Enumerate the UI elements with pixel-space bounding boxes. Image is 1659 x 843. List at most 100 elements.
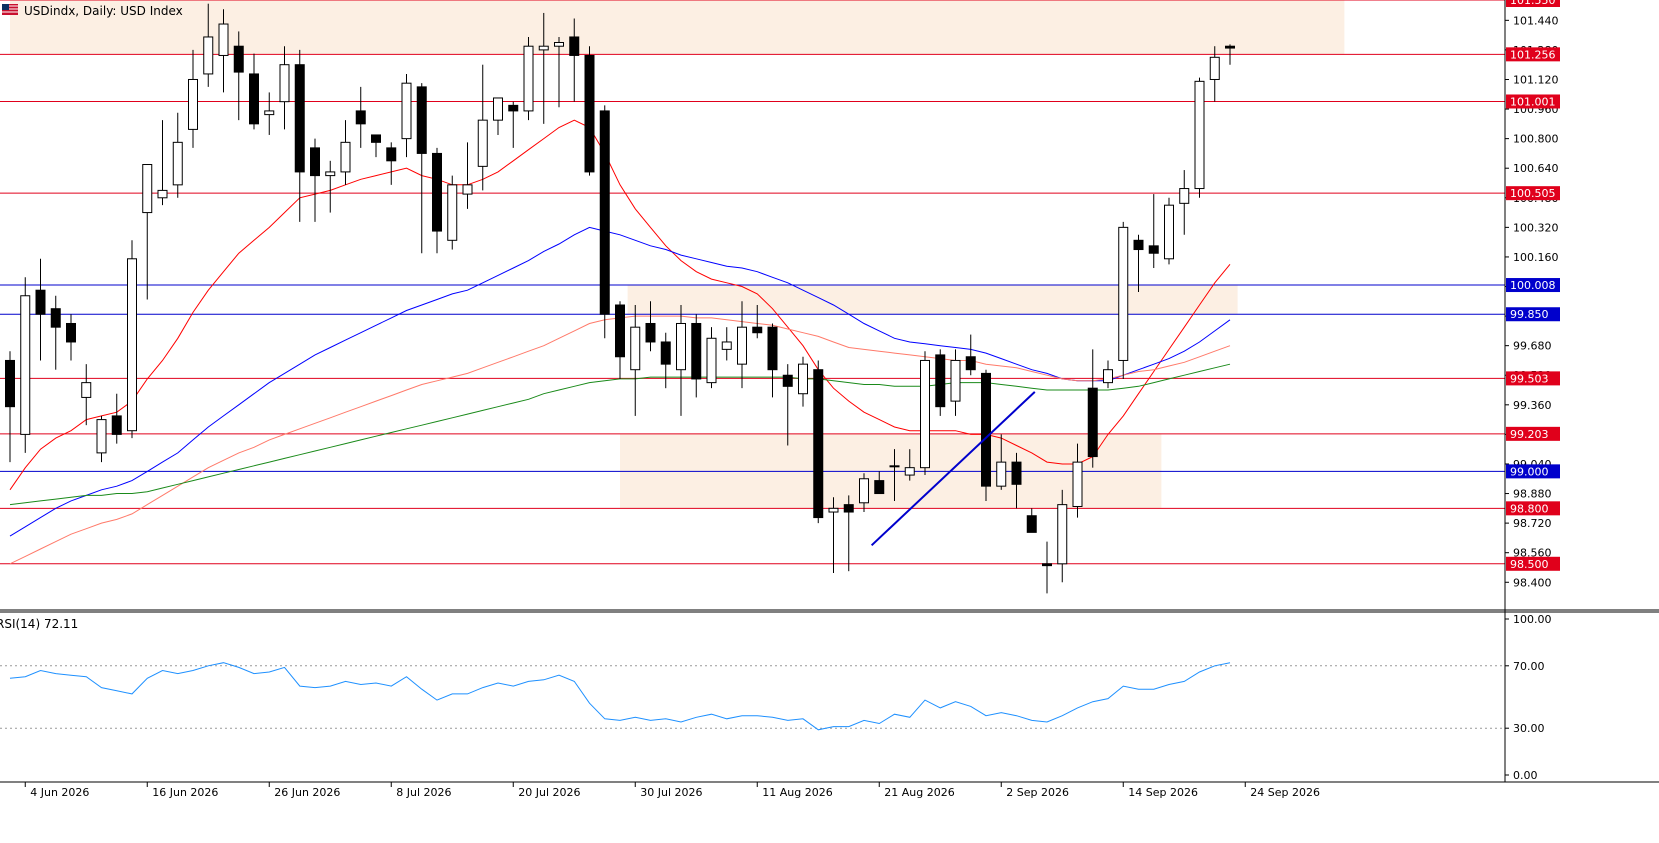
candle-body[interactable] (538, 45, 549, 51)
candle-body[interactable] (569, 36, 580, 56)
candle-body[interactable] (965, 356, 976, 371)
candle-body[interactable] (142, 164, 153, 214)
candle-body[interactable] (950, 359, 961, 402)
candle-body[interactable] (1118, 226, 1129, 361)
candle-body[interactable] (50, 308, 61, 328)
candle-body[interactable] (767, 326, 778, 371)
candle-body[interactable] (203, 36, 214, 75)
candle-body[interactable] (66, 322, 76, 343)
candle-body[interactable] (508, 104, 519, 112)
x-tick-label: 11 Aug 2026 (762, 786, 832, 799)
y-tick-label: 99.360 (1513, 399, 1552, 412)
candle-body[interactable] (1225, 45, 1235, 49)
candle-body[interactable] (279, 64, 290, 103)
candle-body[interactable] (340, 141, 351, 173)
candle-body[interactable] (81, 382, 92, 398)
candle-body[interactable] (127, 258, 137, 432)
candle-body[interactable] (447, 184, 458, 241)
candle-body[interactable] (188, 78, 198, 130)
candle-body[interactable] (660, 341, 671, 365)
candle-body[interactable] (859, 478, 869, 504)
rsi-y-tick-label: 100.00 (1513, 613, 1552, 626)
candle-body[interactable] (1072, 461, 1083, 507)
candle-body[interactable] (432, 152, 442, 232)
candle-body[interactable] (904, 467, 915, 476)
candle-body[interactable] (264, 110, 275, 116)
candle-body[interactable] (1042, 563, 1052, 567)
candle-body[interactable] (1179, 188, 1190, 204)
candle-body[interactable] (782, 374, 793, 387)
candle-body[interactable] (599, 110, 610, 315)
frames-layer (0, 0, 1659, 783)
candle-body[interactable] (157, 189, 168, 199)
candle-body[interactable] (706, 337, 717, 384)
candle-body[interactable] (416, 86, 427, 154)
candle-body[interactable] (386, 147, 397, 162)
candle-body[interactable] (737, 326, 747, 365)
candle-body[interactable] (645, 322, 656, 343)
candle-body[interactable] (676, 322, 686, 371)
candle-body[interactable] (294, 64, 305, 173)
candle-body[interactable] (874, 480, 885, 495)
candle-body[interactable] (249, 73, 259, 125)
candle-body[interactable] (35, 289, 46, 315)
candle-body[interactable] (920, 359, 930, 469)
candle-body[interactable] (371, 134, 381, 143)
trendline[interactable] (870, 391, 1036, 547)
candle-body[interactable] (798, 363, 808, 395)
candle-body[interactable] (554, 42, 564, 47)
candle-body[interactable] (630, 326, 641, 371)
candle-body[interactable] (889, 465, 900, 468)
candle-body[interactable] (355, 110, 366, 125)
candle-body[interactable] (691, 322, 702, 380)
candle-body[interactable] (1194, 80, 1205, 190)
candle-body[interactable] (477, 119, 488, 167)
candle-body[interactable] (843, 504, 854, 513)
candle-body[interactable] (218, 23, 229, 56)
candle-body[interactable] (1087, 387, 1098, 458)
candle-body[interactable] (111, 415, 122, 435)
level-label-box (1506, 47, 1560, 62)
candle-body[interactable] (1103, 369, 1113, 384)
candle-body[interactable] (981, 372, 991, 487)
candle-body[interactable] (233, 45, 244, 73)
candle-body[interactable] (20, 295, 31, 435)
candles-layer[interactable] (5, 3, 1235, 594)
candle-body[interactable] (584, 54, 595, 173)
x-tick-label: 8 Jul 2026 (396, 786, 451, 799)
candle-body[interactable] (813, 369, 824, 519)
level-label: 99.850 (1510, 308, 1549, 321)
candle-body[interactable] (523, 45, 534, 112)
candle-body[interactable] (1026, 515, 1037, 533)
trendline-layer[interactable] (870, 391, 1036, 547)
candle-body[interactable] (5, 359, 15, 408)
candle-body[interactable] (996, 461, 1007, 487)
candle-body[interactable] (493, 97, 503, 121)
x-tick-label: 16 Jun 2026 (152, 786, 218, 799)
x-tick-label: 4 Jun 2026 (30, 786, 89, 799)
candle-body[interactable] (752, 326, 763, 334)
candle-body[interactable] (935, 354, 946, 408)
candle-body[interactable] (1133, 239, 1144, 251)
candle-body[interactable] (828, 507, 839, 513)
candle-body[interactable] (1164, 204, 1174, 260)
y-tick-label: 98.880 (1513, 488, 1552, 501)
candle-body[interactable] (310, 147, 320, 177)
candle-body[interactable] (96, 419, 107, 454)
candle-body[interactable] (325, 171, 336, 177)
ma-red-line (9, 119, 1231, 491)
candle-body[interactable] (1057, 504, 1068, 565)
candle-body[interactable] (401, 82, 412, 140)
candle-body[interactable] (1148, 245, 1159, 254)
candle-body[interactable] (172, 141, 183, 186)
candle-body[interactable] (615, 304, 625, 358)
candle-body[interactable] (1209, 56, 1220, 80)
candle-body[interactable] (721, 341, 732, 350)
flag-icon (2, 4, 18, 15)
candle-body[interactable] (1011, 461, 1022, 485)
candle-body[interactable] (462, 184, 473, 195)
level-label: 98.500 (1510, 558, 1549, 571)
level-label: 99.203 (1510, 428, 1549, 441)
level-label: 101.550 (1510, 0, 1556, 7)
